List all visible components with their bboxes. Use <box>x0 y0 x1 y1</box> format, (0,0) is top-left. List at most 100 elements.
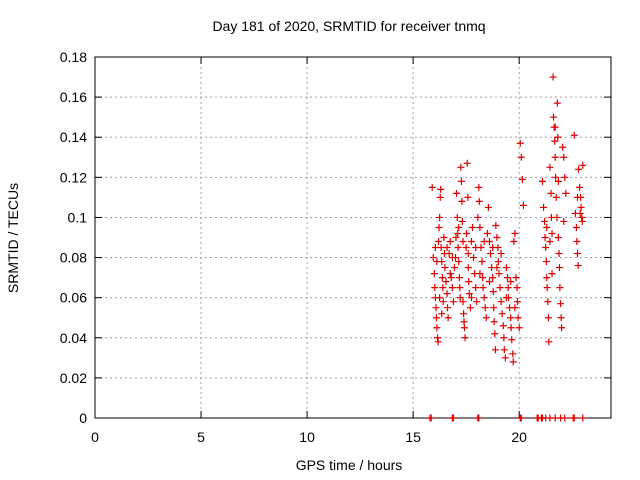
y-axis-label: SRMTID / TECUs <box>5 183 21 293</box>
data-point <box>519 201 527 209</box>
data-point <box>450 264 458 272</box>
data-point <box>443 290 451 298</box>
data-point <box>460 324 468 332</box>
data-point <box>555 264 563 272</box>
data-point <box>555 250 563 258</box>
data-point <box>439 298 447 306</box>
data-point <box>475 197 483 205</box>
data-point <box>469 223 477 231</box>
data-point <box>544 298 552 306</box>
data-point <box>578 213 586 221</box>
zero-data-point <box>427 414 435 422</box>
data-point <box>440 234 448 241</box>
data-point <box>442 278 450 286</box>
data-point <box>498 310 506 318</box>
data-point <box>436 294 444 302</box>
data-point <box>472 244 480 252</box>
data-point <box>556 284 564 292</box>
data-point <box>548 270 556 278</box>
data-point <box>458 217 466 225</box>
data-point <box>496 284 504 292</box>
data-point <box>474 213 482 221</box>
data-point <box>434 338 442 346</box>
data-point <box>504 284 512 292</box>
data-point <box>552 193 560 201</box>
data-point <box>513 284 521 292</box>
y-tick-label: 0.02 <box>60 370 87 386</box>
zero-data-point <box>449 414 457 422</box>
data-point <box>443 304 451 312</box>
data-point <box>546 163 554 171</box>
data-point <box>507 324 515 332</box>
data-point <box>459 238 467 246</box>
data-point <box>541 217 549 225</box>
data-point <box>490 304 498 312</box>
data-point <box>473 298 481 306</box>
data-point <box>576 209 584 217</box>
data-point <box>487 250 495 258</box>
data-point <box>463 229 471 237</box>
data-point <box>453 189 461 197</box>
data-point <box>573 193 581 201</box>
data-point <box>518 175 526 183</box>
data-point <box>455 258 463 266</box>
data-point <box>453 213 461 221</box>
data-point <box>551 153 559 161</box>
data-point <box>557 300 565 308</box>
zero-data-point <box>517 414 525 422</box>
data-point <box>447 274 455 282</box>
data-point <box>509 358 517 366</box>
data-point <box>439 284 447 292</box>
data-point <box>573 238 581 246</box>
data-point <box>436 213 444 221</box>
data-point <box>480 238 488 246</box>
grid-lines <box>95 57 611 418</box>
data-point <box>551 123 559 131</box>
data-point <box>458 197 466 205</box>
data-point <box>548 229 556 237</box>
data-point <box>516 139 524 147</box>
data-point <box>483 229 491 237</box>
data-point <box>576 183 584 191</box>
data-point <box>472 284 480 292</box>
data-point <box>454 244 462 252</box>
data-point <box>517 153 525 161</box>
y-tick-label: 0 <box>79 410 87 426</box>
data-point <box>553 213 561 221</box>
data-point <box>560 153 568 161</box>
data-point <box>443 244 451 252</box>
data-point <box>515 324 523 332</box>
data-point <box>513 298 521 306</box>
y-tick-label: 0.06 <box>60 290 87 306</box>
data-point <box>446 238 454 246</box>
data-point <box>435 238 443 246</box>
data-point <box>552 173 560 181</box>
data-point <box>438 274 446 282</box>
data-point <box>467 294 475 302</box>
data-point <box>455 274 463 282</box>
data-point <box>465 290 473 298</box>
data-point <box>485 278 493 286</box>
x-tick-label: 15 <box>405 429 421 445</box>
data-point <box>432 314 440 322</box>
data-point <box>428 183 436 191</box>
data-point <box>430 270 438 278</box>
data-point <box>545 338 553 346</box>
data-point <box>463 159 471 167</box>
data-point <box>436 193 444 201</box>
data-point <box>500 346 508 354</box>
data-point <box>510 238 518 246</box>
data-point <box>433 324 441 332</box>
data-point <box>507 314 515 322</box>
data-point <box>464 250 472 258</box>
data-point <box>479 284 487 292</box>
data-point <box>542 244 550 252</box>
data-point <box>491 346 499 354</box>
data-point <box>489 288 497 296</box>
data-points <box>426 73 587 422</box>
x-tick-label: 10 <box>299 429 315 445</box>
y-tick-label: 0.16 <box>60 89 87 105</box>
data-point <box>497 298 505 306</box>
data-point <box>432 304 440 312</box>
